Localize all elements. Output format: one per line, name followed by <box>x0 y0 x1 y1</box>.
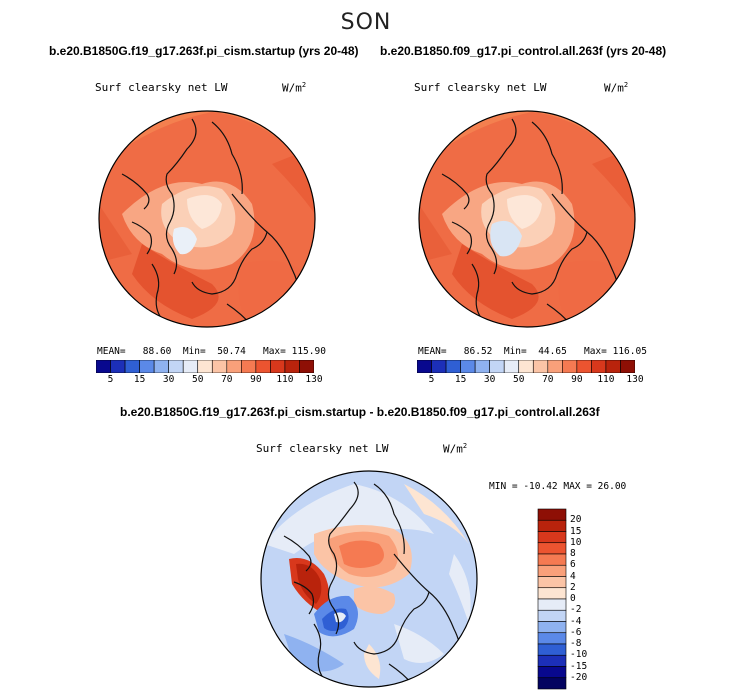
colorbar-swatch <box>518 360 534 373</box>
colorbar-swatch <box>532 360 549 373</box>
diff-colorbar <box>537 508 567 690</box>
colorbar-tick-label: 90 <box>250 374 262 385</box>
colorbar-swatch <box>576 360 592 373</box>
colorbar-tick-label: 6 <box>570 559 576 571</box>
colorbar-tick-label: 70 <box>542 374 554 385</box>
colorbar-swatch <box>537 598 567 611</box>
colorbar-tick-label: 20 <box>570 514 582 526</box>
colorbar-swatch <box>110 360 126 373</box>
colorbar-swatch <box>537 587 567 600</box>
colorbar-swatch <box>255 360 271 373</box>
diff-variable-title: Surf clearsky net LW <box>256 442 389 455</box>
colorbar-swatch <box>537 564 567 577</box>
colorbar-swatch <box>431 360 447 373</box>
colorbar-swatch <box>562 360 578 373</box>
colorbar-tick-label: 5 <box>428 374 435 385</box>
colorbar-swatch <box>537 654 567 667</box>
diff-units: W/m2 <box>443 442 468 456</box>
colorbar-tick-label: -10 <box>570 649 588 661</box>
right-colorbar-labels: 5 15 30 50 70 90 110 130 <box>417 374 647 388</box>
colorbar-tick-label: 2 <box>570 581 576 593</box>
colorbar-swatch <box>182 360 199 373</box>
colorbar-swatch <box>197 360 213 373</box>
colorbar-swatch <box>537 531 567 544</box>
colorbar-tick-label: -4 <box>570 615 582 627</box>
colorbar-tick-label: 110 <box>276 374 294 385</box>
colorbar-tick-label: 130 <box>626 374 644 385</box>
colorbar-swatch <box>124 360 140 373</box>
colorbar-swatch <box>537 643 567 656</box>
left-colorbar <box>96 360 314 373</box>
colorbar-swatch <box>620 360 635 373</box>
colorbar-tick-label: -8 <box>570 638 582 649</box>
colorbar-tick-label: 15 <box>454 374 467 385</box>
colorbar-swatch <box>537 576 567 589</box>
colorbar-swatch <box>299 360 314 373</box>
colorbar-swatch <box>537 508 567 521</box>
colorbar-swatch <box>460 360 476 373</box>
right-case-title: b.e20.B1850.f09_g17.pi_control.all.263f … <box>380 44 667 58</box>
colorbar-swatch <box>489 360 505 373</box>
left-polar-map <box>98 110 316 328</box>
right-stats: MEAN= 86.52 Min= 44.65 Max= 116.05 <box>418 346 647 357</box>
colorbar-tick-label: -2 <box>570 604 582 616</box>
colorbar-tick-label: 30 <box>483 374 496 385</box>
diff-polar-map <box>260 470 478 688</box>
right-variable-title: Surf clearsky net LW <box>414 81 547 94</box>
left-variable-title: Surf clearsky net LW <box>95 81 228 94</box>
colorbar-swatch <box>537 666 567 679</box>
colorbar-tick-label: 110 <box>597 374 615 385</box>
colorbar-tick-label: 4 <box>570 570 576 582</box>
colorbar-swatch <box>168 360 184 373</box>
colorbar-swatch <box>445 360 461 373</box>
colorbar-swatch <box>417 360 432 373</box>
colorbar-swatch <box>537 632 567 645</box>
colorbar-swatch <box>96 360 111 373</box>
colorbar-swatch <box>503 360 520 373</box>
colorbar-swatch <box>537 542 567 555</box>
colorbar-tick-label: 10 <box>570 536 582 548</box>
colorbar-swatch <box>211 360 228 373</box>
left-units: W/m2 <box>282 81 307 95</box>
colorbar-tick-label: 70 <box>221 374 233 385</box>
colorbar-swatch <box>537 553 567 566</box>
colorbar-swatch <box>474 360 490 373</box>
left-case-title: b.e20.B1850G.f19_g17.263f.pi_cism.startu… <box>49 44 359 58</box>
figure-season-title: SON <box>340 10 392 35</box>
colorbar-swatch <box>547 360 563 373</box>
colorbar-tick-label: 5 <box>107 374 114 385</box>
colorbar-tick-label: 90 <box>571 374 583 385</box>
colorbar-swatch <box>226 360 242 373</box>
colorbar-tick-label: 30 <box>162 374 175 385</box>
colorbar-swatch <box>153 360 169 373</box>
colorbar-swatch <box>537 677 567 690</box>
diff-minmax: MIN = -10.42 MAX = 26.00 <box>489 481 627 492</box>
diff-case-title: b.e20.B1850G.f19_g17.263f.pi_cism.startu… <box>120 405 600 419</box>
colorbar-tick-label: -15 <box>570 660 588 672</box>
colorbar-swatch <box>537 609 567 622</box>
colorbar-tick-label: 8 <box>570 548 576 559</box>
colorbar-swatch <box>284 360 300 373</box>
colorbar-tick-label: 130 <box>305 374 323 385</box>
colorbar-tick-label: 50 <box>512 374 525 385</box>
right-units: W/m2 <box>604 81 629 95</box>
colorbar-swatch <box>591 360 607 373</box>
colorbar-tick-label: 15 <box>570 525 582 537</box>
colorbar-swatch <box>241 360 257 373</box>
colorbar-tick-label: -6 <box>570 626 582 638</box>
left-colorbar-labels: 5 15 30 50 70 90 110 130 <box>96 374 326 388</box>
left-stats: MEAN= 88.60 Min= 50.74 Max= 115.90 <box>97 346 326 357</box>
colorbar-tick-label: 0 <box>570 593 576 604</box>
diff-colorbar-labels: 20 15 10 8 6 4 2 0 -2 -4 -6 -8 -10 -15 -20 <box>570 508 610 690</box>
colorbar-swatch <box>537 519 567 532</box>
colorbar-tick-label: 15 <box>133 374 146 385</box>
colorbar-tick-label: -20 <box>570 671 588 683</box>
right-colorbar <box>417 360 635 373</box>
right-polar-map <box>418 110 636 328</box>
colorbar-swatch <box>139 360 155 373</box>
colorbar-swatch <box>270 360 286 373</box>
colorbar-swatch <box>605 360 621 373</box>
colorbar-tick-label: 50 <box>191 374 204 385</box>
colorbar-swatch <box>537 621 567 634</box>
